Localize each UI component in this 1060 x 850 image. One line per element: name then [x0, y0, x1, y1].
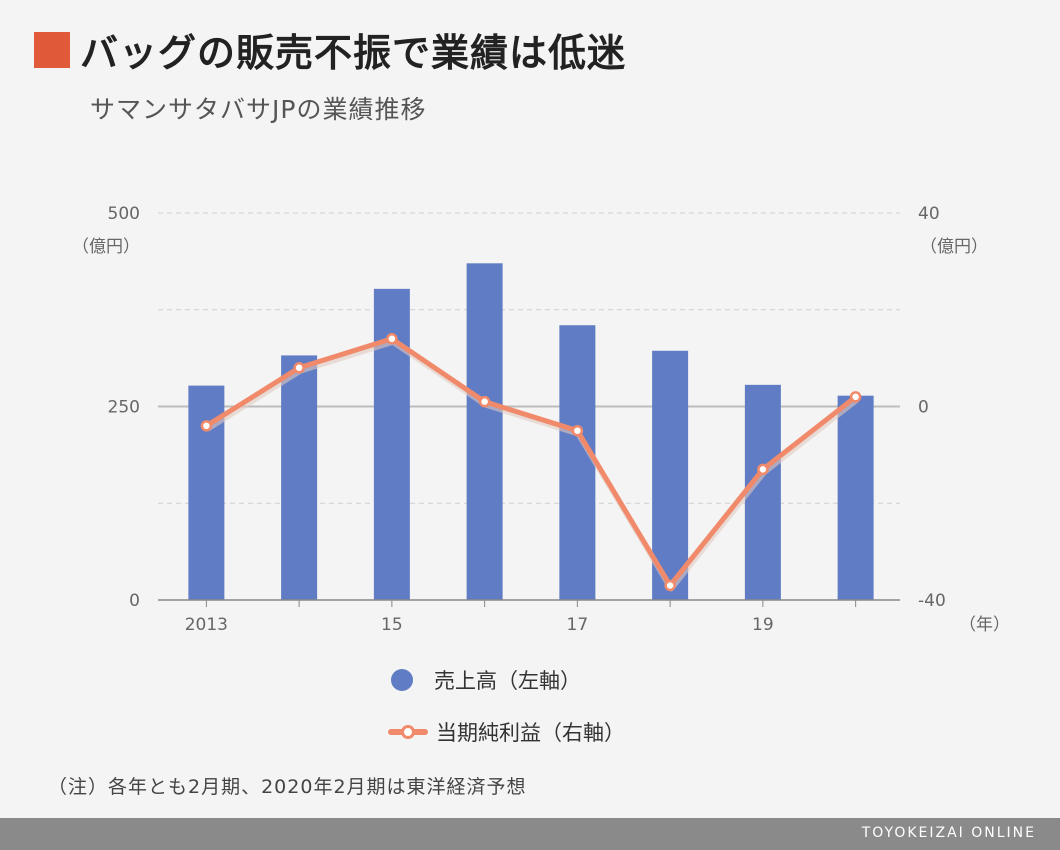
legend: 売上高（左軸） 当期純利益（右軸）: [388, 662, 625, 766]
left-tick-label: 0: [129, 591, 140, 611]
legend-bar-marker: [391, 669, 413, 691]
profit-point: [386, 333, 398, 345]
profit-point: [757, 463, 769, 476]
left-tick-label: 500: [108, 204, 140, 224]
profit-line: [205, 336, 858, 588]
title-block: バッグの販売不振で業績は低迷: [34, 22, 626, 77]
profit-point: [478, 395, 491, 408]
right-axis-unit: （億円）: [920, 237, 988, 257]
x-tick-label: 15: [381, 615, 403, 635]
profit-point: [293, 362, 305, 374]
profit-point: [571, 424, 584, 437]
bar: [559, 325, 596, 600]
right-tick-label: -40: [918, 591, 946, 611]
profit-point: [849, 391, 862, 403]
chart-title: バッグの販売不振で業績は低迷: [80, 31, 627, 75]
left-axis-unit: （億円）: [72, 237, 140, 257]
x-tick-label: 19: [752, 615, 774, 635]
right-tick-label: 40: [918, 204, 940, 224]
title-square-icon: [34, 31, 70, 68]
footer-bar: TOYOKEIZAI ONLINE: [0, 818, 1060, 850]
legend-line-marker: [388, 721, 428, 743]
profit-line-shadow: [205, 338, 859, 592]
x-tick-label: 17: [567, 615, 589, 635]
legend-sales-label: 売上高（左軸）: [434, 669, 581, 693]
legend-item-sales: 売上高（左軸）: [388, 662, 625, 698]
profit-point: [664, 579, 676, 592]
left-tick-label: 250: [108, 398, 140, 418]
footer-brand: TOYOKEIZAI ONLINE: [861, 825, 1036, 841]
bar: [652, 350, 689, 600]
chart-subtitle: サマンサタバサJPの業績推移: [90, 95, 427, 124]
bar: [466, 263, 503, 600]
bar: [837, 395, 874, 600]
right-tick-label: 0: [918, 398, 929, 418]
x-tick-label: 2013: [185, 615, 228, 635]
profit-point: [200, 420, 213, 432]
footnote: （注）各年とも2月期、2020年2月期は東洋経済予想: [48, 776, 527, 798]
bar: [281, 355, 318, 600]
legend-item-profit: 当期純利益（右軸）: [388, 714, 625, 750]
legend-profit-label: 当期純利益（右軸）: [436, 721, 625, 745]
x-axis-unit: （年）: [959, 615, 1010, 635]
